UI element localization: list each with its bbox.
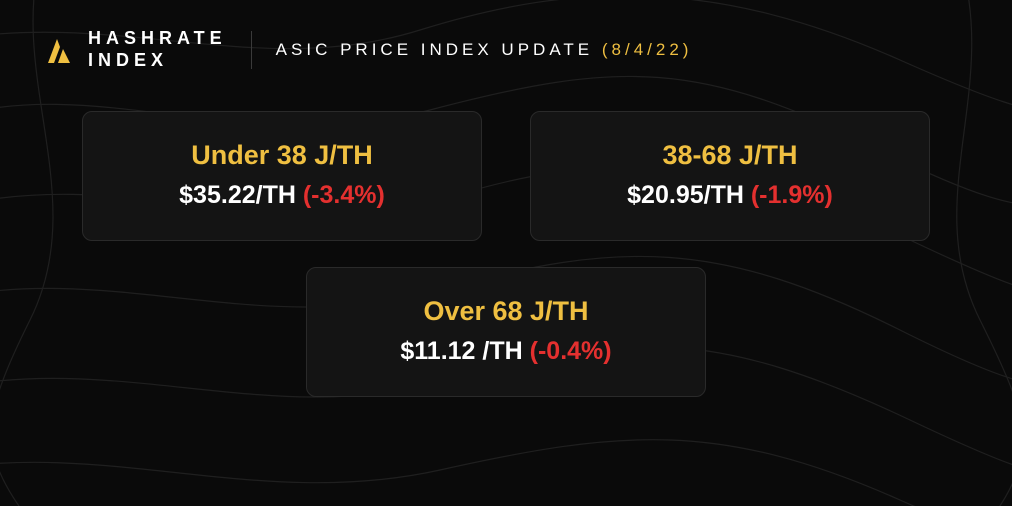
headline: ASIC PRICE INDEX UPDATE (8/4/22) (276, 40, 693, 60)
content-root: HASHRATE INDEX ASIC PRICE INDEX UPDATE (… (0, 0, 1012, 506)
card-under-38: Under 38 J/TH $35.22/TH (-3.4%) (82, 111, 482, 241)
card-value-line: $11.12 /TH (-0.4%) (327, 337, 685, 366)
card-change: (-0.4%) (530, 337, 612, 365)
headline-date: (8/4/22) (602, 40, 693, 59)
card-title: Under 38 J/TH (103, 140, 461, 171)
header: HASHRATE INDEX ASIC PRICE INDEX UPDATE (… (40, 28, 972, 71)
brand-block: HASHRATE INDEX (40, 28, 227, 71)
card-price: $11.12 /TH (400, 337, 522, 365)
card-title: 38-68 J/TH (551, 140, 909, 171)
headline-prefix: ASIC PRICE INDEX UPDATE (276, 40, 602, 59)
card-price: $35.22/TH (179, 181, 296, 209)
brand-logo-icon (40, 33, 74, 67)
card-value-line: $35.22/TH (-3.4%) (103, 181, 461, 210)
card-over-68: Over 68 J/TH $11.12 /TH (-0.4%) (306, 267, 706, 397)
header-divider (251, 31, 252, 69)
cards-row-bottom: Over 68 J/TH $11.12 /TH (-0.4%) (40, 267, 972, 397)
card-change: (-3.4%) (303, 181, 385, 209)
card-38-68: 38-68 J/TH $20.95/TH (-1.9%) (530, 111, 930, 241)
brand-line-1: HASHRATE (88, 28, 227, 50)
card-price: $20.95/TH (627, 181, 744, 209)
card-title: Over 68 J/TH (327, 296, 685, 327)
card-value-line: $20.95/TH (-1.9%) (551, 181, 909, 210)
brand-line-2: INDEX (88, 50, 227, 72)
card-change: (-1.9%) (751, 181, 833, 209)
brand-text: HASHRATE INDEX (88, 28, 227, 71)
cards-row-top: Under 38 J/TH $35.22/TH (-3.4%) 38-68 J/… (40, 111, 972, 241)
